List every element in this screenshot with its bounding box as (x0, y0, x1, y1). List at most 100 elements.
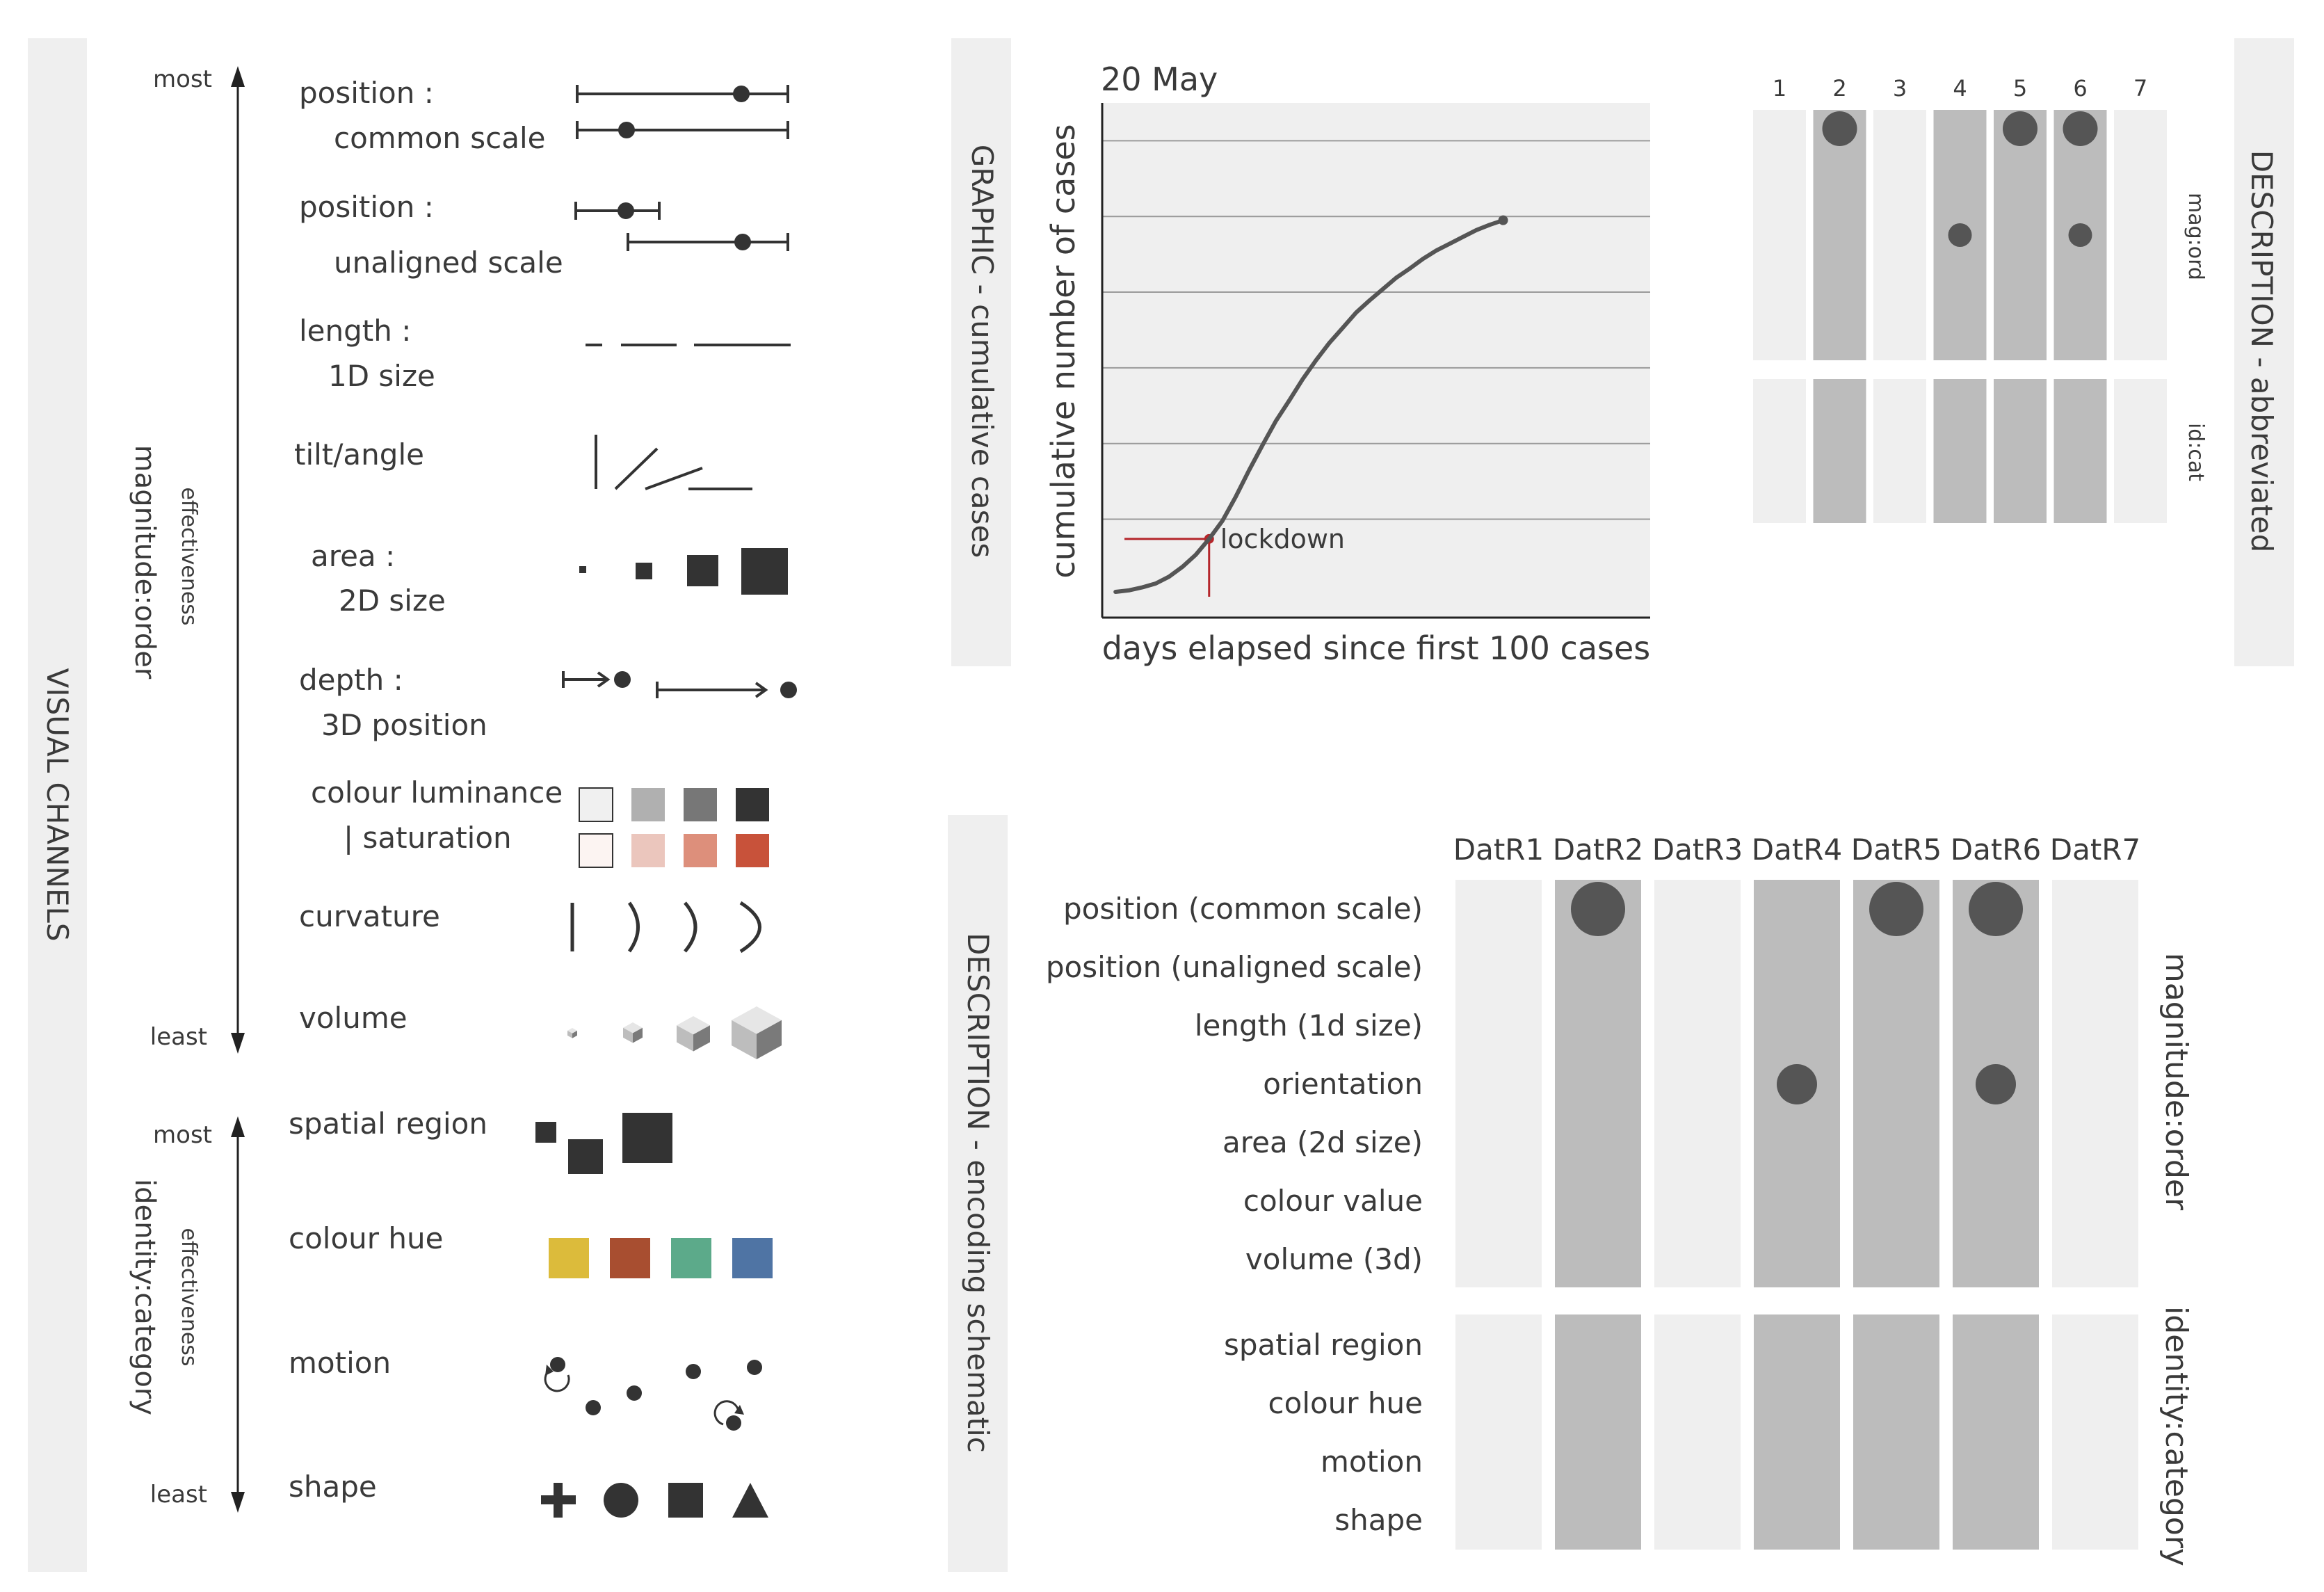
abbr-col-mag (1873, 110, 1926, 360)
schematic-col-id (1455, 1314, 1542, 1550)
position-common-scale-glyph (576, 85, 789, 139)
graphic-side-label: GRAPHIC - cumulative cases (965, 145, 999, 558)
visual-channels-title: VISUAL CHANNELS (40, 668, 74, 941)
schematic-column-header: DatR1 (1453, 833, 1544, 867)
saturation-swatches (579, 833, 769, 868)
schematic-col-mag (1455, 880, 1542, 1287)
identity-effectiveness-arrow (231, 1116, 245, 1513)
cube-left (677, 1025, 693, 1052)
channel-length-line1: length : (299, 314, 411, 348)
magnitude-least-label: least (150, 1023, 207, 1051)
channel-length-line2: 1D size (328, 359, 435, 393)
schematic-col-id (1654, 1314, 1741, 1550)
saturation-swatch (579, 833, 613, 868)
series-line-cumulative-cases (1113, 218, 1506, 594)
abbr-col-id (1753, 379, 1806, 523)
abbreviated-grid: 1 2 3 4 5 6 7 (1753, 75, 2167, 523)
abbr-column-header: 5 (2013, 75, 2027, 102)
schematic-mark (1571, 882, 1625, 936)
hue-swatches (549, 1238, 773, 1278)
schematic-column-header: DatR5 (1851, 833, 1942, 867)
abbreviated-panel: DESCRIPTION - abbreviated 1 2 3 4 5 6 7 mag:or… (1753, 38, 2294, 666)
abbr-column-header: 6 (2073, 75, 2087, 102)
identity-least-label: least (150, 1481, 207, 1509)
graphic-sidebar (951, 38, 1011, 666)
schematic-column-header: DatR4 (1752, 833, 1842, 867)
luminance-swatch (631, 788, 665, 821)
series-end-point (1498, 215, 1508, 225)
cube-left (567, 1030, 572, 1038)
schematic-magnitude-row-label: orientation (1263, 1067, 1423, 1101)
abbr-mark (2063, 111, 2098, 146)
channel-depth-line2: 3D position (321, 708, 487, 742)
saturation-swatch (631, 834, 665, 867)
schematic-mark (1777, 1064, 1817, 1104)
position-unaligned-scale-glyph (574, 202, 789, 251)
abbr-col-mag (1753, 110, 1806, 360)
luminance-swatch (579, 787, 613, 822)
chart-x-axis-label: days elapsed since first 100 cases (1102, 629, 1651, 667)
cumulative-cases-chart: lockdown 20 May days elapsed since first… (1044, 61, 1650, 667)
shape-glyph (541, 1483, 768, 1518)
channel-position-common-line2: common scale (334, 121, 546, 155)
channel-depth-line1: depth : (299, 663, 403, 697)
schematic-magnitude-row-label: position (common scale) (1063, 892, 1423, 926)
schematic-identity-row-label: shape (1334, 1503, 1423, 1537)
schematic-side-label: DESCRIPTION - encoding schematic (961, 933, 995, 1453)
abbr-mark (1822, 111, 1857, 146)
schematic-magnitude-row-label: volume (3d) (1245, 1242, 1423, 1276)
schematic-col-id (2052, 1314, 2138, 1550)
visual-channels-sidebar (28, 38, 87, 1572)
channel-area-line1: area : (311, 539, 395, 573)
schematic-col-mag (2052, 880, 2138, 1287)
channel-tilt-angle-label: tilt/angle (294, 437, 424, 472)
schematic-identity-row-label: colour hue (1268, 1386, 1423, 1420)
schematic-column-header: DatR6 (1951, 833, 2041, 867)
abbr-col-mag (1813, 110, 1866, 360)
cube-top (623, 1022, 643, 1034)
curvature-glyph (570, 901, 761, 954)
hue-swatch (610, 1238, 650, 1278)
abbr-column-header: 4 (1953, 75, 1967, 102)
abbreviated-side-label: DESCRIPTION - abbreviated (2245, 150, 2279, 553)
cube-top (732, 1006, 782, 1034)
channel-motion-label: motion (289, 1346, 391, 1380)
channel-area-line2: 2D size (339, 584, 446, 618)
cube-left (623, 1027, 633, 1043)
hue-swatch (732, 1238, 773, 1278)
magnitude-effectiveness-label: effectiveness (177, 487, 201, 625)
schematic-mark (1869, 882, 1923, 936)
schematic-grid: DatR1 DatR2 DatR3 DatR4 DatR5 DatR6 DatR7 (1453, 833, 2140, 1550)
schematic-magnitude-row-label: colour value (1243, 1184, 1423, 1218)
hue-swatch (549, 1238, 589, 1278)
schematic-col-mag (1555, 880, 1641, 1287)
abbr-mark (2068, 223, 2092, 247)
cube-top (567, 1028, 577, 1034)
channel-colour-saturation-label: | saturation (344, 821, 512, 855)
schematic-magnitude-row-label: length (1d size) (1195, 1008, 1423, 1043)
chart-y-axis-label: cumulative number of cases (1044, 124, 1082, 578)
cube-left (732, 1020, 757, 1059)
tilt-angle-glyph (595, 435, 752, 490)
graphic-panel: GRAPHIC - cumulative cases lockdown 20 M… (951, 38, 1650, 667)
abbreviated-sidebar (2234, 38, 2294, 666)
channel-position-unaligned-line2: unaligned scale (334, 246, 563, 280)
schematic-row-labels: position (common scale) position (unalign… (1046, 892, 1423, 1537)
magnitude-group-label: magnitude:order (129, 445, 161, 680)
identity-effectiveness-label: effectiveness (177, 1228, 201, 1366)
cube-right (693, 1025, 710, 1052)
schematic-mark (1976, 1064, 2016, 1104)
abbr-column-header: 1 (1773, 75, 1786, 102)
cube-top (677, 1016, 710, 1035)
abbr-mark (1948, 223, 1972, 247)
luminance-swatch (736, 788, 769, 821)
lockdown-label: lockdown (1220, 524, 1345, 554)
abbr-column-header: 2 (1832, 75, 1846, 102)
cube-right (757, 1020, 782, 1059)
magnitude-most-label: most (153, 65, 212, 93)
schematic-col-id (1555, 1314, 1641, 1550)
cube-right (633, 1027, 643, 1043)
channel-position-unaligned-line1: position : (299, 190, 434, 224)
schematic-col-mag (1853, 880, 1939, 1287)
